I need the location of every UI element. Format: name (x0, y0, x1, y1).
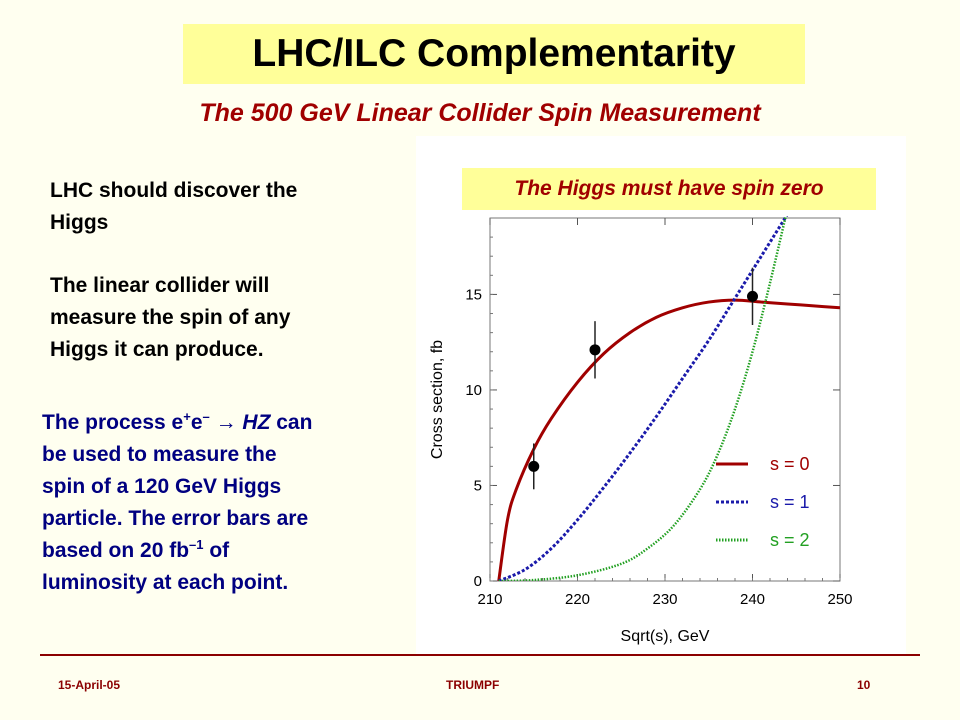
data-point (589, 344, 601, 356)
paragraph-linear-collider: The linear collider will measure the spi… (50, 270, 290, 366)
slide-subtitle: The 500 GeV Linear Collider Spin Measure… (199, 99, 761, 127)
process-sup-minus: – (202, 409, 210, 424)
process-text-b: e (190, 411, 203, 434)
paragraph-lhc-line-2: Higgs (50, 211, 109, 234)
process-hz: HZ (242, 411, 271, 434)
legend-label: s = 0 (770, 454, 810, 474)
chart-panel (416, 136, 906, 656)
title-banner: LHC/ILC Complementarity (183, 24, 805, 84)
process-line-4: particle. The error bars are (42, 507, 309, 530)
y-tick-label: 10 (465, 382, 482, 399)
slide-title: LHC/ILC Complementarity (252, 32, 736, 75)
series-line-2 (498, 216, 788, 581)
process-text-of: of (203, 539, 230, 562)
x-tick-label: 220 (565, 591, 590, 608)
process-text-c: can (270, 411, 313, 434)
process-line-3: spin of a 120 GeV Higgs (42, 475, 282, 498)
process-text-fb: based on 20 fb (42, 539, 190, 562)
x-axis-label: Sqrt(s), GeV (621, 628, 710, 645)
process-sup-inv: –1 (189, 537, 204, 552)
x-tick-label: 240 (740, 591, 765, 608)
paragraph-lc-line-2: measure the spin of any (50, 306, 291, 329)
y-tick-label: 15 (465, 286, 482, 303)
process-line-1: The process e+e– → HZ can (42, 407, 312, 439)
process-line-6: luminosity at each point. (42, 571, 289, 594)
cross-section-chart: 210 220 230 240 250 0 5 10 15 s = 0 s = 1 s = 2 Cro… (429, 216, 853, 645)
plot-frame (489, 217, 841, 582)
legend-label: s = 1 (770, 492, 810, 512)
data-point (528, 460, 540, 472)
paragraph-lc-line-3: Higgs it can produce. (50, 338, 264, 361)
spin-zero-badge: The Higgs must have spin zero (462, 168, 876, 210)
process-sup-plus: + (183, 409, 191, 424)
legend-label: s = 2 (770, 530, 810, 550)
paragraph-lhc: LHC should discover the Higgs (50, 175, 297, 239)
y-tick-label: 0 (474, 573, 482, 590)
x-tick-label: 230 (652, 591, 677, 608)
series-line-1 (498, 216, 789, 581)
x-tick-label: 250 (827, 591, 852, 608)
arrow-icon: → (209, 411, 243, 434)
y-axis-label: Cross section, fb (429, 340, 446, 459)
x-tick-label: 210 (477, 591, 502, 608)
series-line-0 (497, 298, 840, 581)
paragraph-lc-line-1: The linear collider will (50, 274, 270, 297)
paragraph-process: The process e+e– → HZ can be used to mea… (42, 407, 312, 599)
process-line-2: be used to measure the (42, 443, 277, 466)
data-point (747, 290, 758, 302)
footer-center: TRIUMPF (446, 678, 500, 692)
y-tick-label: 5 (474, 477, 482, 494)
process-text-a: The process e (42, 411, 184, 434)
footer-page-number: 10 (857, 678, 871, 692)
process-line-5: based on 20 fb–1 of (42, 535, 312, 567)
footer-date: 15-April-05 (58, 678, 121, 692)
paragraph-lhc-line-1: LHC should discover the (50, 179, 298, 202)
footer-divider (40, 654, 920, 656)
